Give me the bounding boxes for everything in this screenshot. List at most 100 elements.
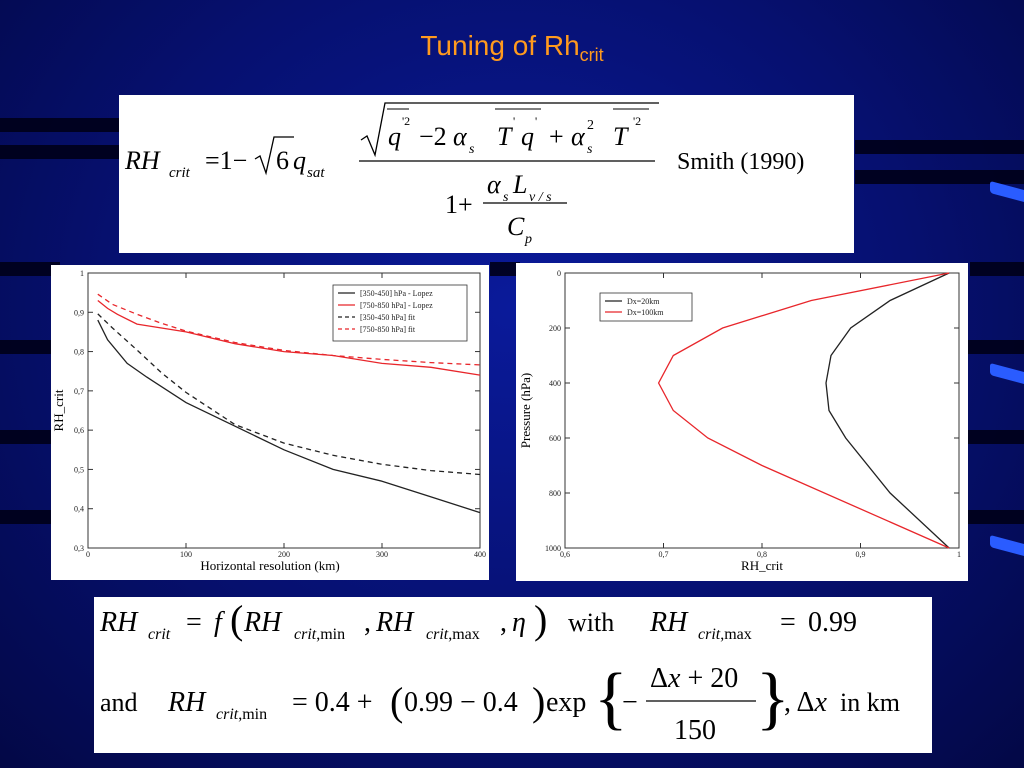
chart-rh-vs-resolution: 0 100 200 300 400 0,3 0,4 0,5 0,6 0,7 0,8 0,9 1 Horiz… <box>51 269 486 573</box>
formula-smith: RH crit =1− 6 q sat q '2 −2 α s T ' q ' … <box>124 102 804 247</box>
decor-tab <box>990 180 1024 204</box>
svg-text:α: α <box>453 122 468 151</box>
svg-text:crit,max: crit,max <box>698 626 752 643</box>
y-tick-label: 0 <box>557 269 561 278</box>
formula-smith-box: RH crit =1− 6 q sat q '2 −2 α s T ' q ' … <box>119 95 854 253</box>
svg-text:T: T <box>497 122 513 151</box>
y-axis-label: Pressure (hPa) <box>518 373 533 448</box>
x-axis-label: RH_crit <box>741 558 783 573</box>
svg-text:': ' <box>513 114 515 128</box>
title-subscript: crit <box>579 45 604 65</box>
svg-text:= 0.4 +: = 0.4 + <box>292 687 373 718</box>
svg-text:1+: 1+ <box>445 190 473 219</box>
chart-pressure-profile-panel: 0,6 0,7 0,8 0,9 1 0 200 400 600 800 1000 RH_crit Pre… <box>516 263 968 581</box>
x-tick-label: 0,9 <box>856 550 866 559</box>
legend-label: Dx=20km <box>627 297 660 306</box>
x-axis-label: Horizontal resolution (km) <box>200 558 339 573</box>
svg-text:RH: RH <box>124 146 161 175</box>
svg-text:{: { <box>594 660 628 737</box>
svg-text:L: L <box>512 170 527 199</box>
svg-text:s: s <box>469 142 475 157</box>
legend-label: Dx=100km <box>627 308 664 317</box>
legend-label: [750-850 hPa] fit <box>360 325 416 334</box>
svg-text:crit,min: crit,min <box>216 706 267 723</box>
chart-rh-vs-resolution-panel: 0 100 200 300 400 0,3 0,4 0,5 0,6 0,7 0,8 0,9 1 Horiz… <box>51 265 489 580</box>
legend-label: [350-450 hPa] fit <box>360 313 416 322</box>
y-tick-label: 200 <box>549 324 561 333</box>
y-tick-label: 0,4 <box>74 505 84 514</box>
svg-text:(: ( <box>230 597 243 642</box>
svg-text:,: , <box>364 607 371 638</box>
chart-pressure-profile: 0,6 0,7 0,8 0,9 1 0 200 400 600 800 1000 RH_crit Pre… <box>518 269 961 573</box>
svg-text:6: 6 <box>276 146 289 175</box>
legend-label: [350-450] hPa - Lopez <box>360 289 433 298</box>
formula-units: in km <box>840 688 900 717</box>
svg-text:': ' <box>535 114 537 128</box>
svg-text:crit,min: crit,min <box>294 626 345 643</box>
svg-text:RH: RH <box>99 607 139 638</box>
svg-text:α: α <box>571 122 586 151</box>
svg-text:,: , <box>500 607 507 638</box>
y-tick-label: 800 <box>549 489 561 498</box>
x-tick-label: 300 <box>376 550 388 559</box>
svg-text:crit: crit <box>148 626 171 643</box>
x-tick-label: 0 <box>86 550 90 559</box>
svg-text:RH: RH <box>375 607 415 638</box>
formula-max-value: 0.99 <box>808 607 857 638</box>
decor-tab <box>990 534 1024 558</box>
slide-title: Tuning of Rhcrit <box>420 30 604 65</box>
y-tick-label: 1000 <box>545 544 561 553</box>
svg-text:q: q <box>521 122 534 151</box>
x-tick-label: 0,6 <box>560 550 570 559</box>
x-tick-label: 200 <box>278 550 290 559</box>
svg-text:=: = <box>186 607 202 638</box>
y-tick-label: 0,7 <box>74 387 84 396</box>
y-tick-label: 0,6 <box>74 426 84 435</box>
svg-text:=: = <box>780 607 796 638</box>
svg-text:, Δx: , Δx <box>784 687 827 718</box>
y-tick-label: 400 <box>549 379 561 388</box>
series-line <box>97 299 481 376</box>
svg-text:exp: exp <box>546 687 586 718</box>
svg-text:'2: '2 <box>633 114 641 128</box>
formula-rhcrit: RH crit = f ( RH crit,min , RH crit,max … <box>99 597 900 746</box>
svg-text:): ) <box>532 679 545 724</box>
x-tick-label: 0,7 <box>659 550 669 559</box>
svg-text:crit: crit <box>169 165 191 181</box>
series-line <box>825 272 950 549</box>
x-tick-label: 400 <box>474 550 486 559</box>
legend-box <box>332 284 468 342</box>
x-tick-label: 100 <box>180 550 192 559</box>
series-line <box>97 319 481 514</box>
svg-text:η: η <box>512 607 526 638</box>
series-line <box>97 293 481 366</box>
svg-text:Δx + 20: Δx + 20 <box>650 663 738 694</box>
svg-text:−: − <box>622 687 638 718</box>
svg-text:RH: RH <box>167 687 207 718</box>
series-line <box>97 313 481 476</box>
y-tick-label: 0,9 <box>74 308 84 317</box>
y-tick-label: 0,5 <box>74 465 84 474</box>
formula-citation: Smith (1990) <box>677 149 804 175</box>
decor-tab <box>990 362 1024 386</box>
x-tick-label: 0,8 <box>757 550 767 559</box>
x-tick-label: 1 <box>957 550 961 559</box>
svg-text:v / s: v / s <box>529 190 552 205</box>
svg-text:=1−: =1− <box>205 146 247 175</box>
svg-text:0.99 − 0.4: 0.99 − 0.4 <box>404 687 518 718</box>
y-tick-label: 600 <box>549 434 561 443</box>
y-tick-label: 1 <box>80 269 84 278</box>
svg-text:f: f <box>214 607 225 638</box>
svg-text:q: q <box>388 122 401 151</box>
svg-text:2: 2 <box>587 118 594 133</box>
svg-text:s: s <box>587 142 593 157</box>
svg-text:sat: sat <box>307 165 325 181</box>
formula-rhcrit-box: RH crit = f ( RH crit,min , RH crit,max … <box>94 597 932 753</box>
formula-with: with <box>568 608 614 637</box>
svg-text:p: p <box>524 232 532 247</box>
svg-text:RH: RH <box>649 607 689 638</box>
svg-text:s: s <box>503 190 509 205</box>
svg-text:C: C <box>507 212 525 241</box>
y-tick-label: 0,8 <box>74 348 84 357</box>
svg-text:T: T <box>613 122 629 151</box>
